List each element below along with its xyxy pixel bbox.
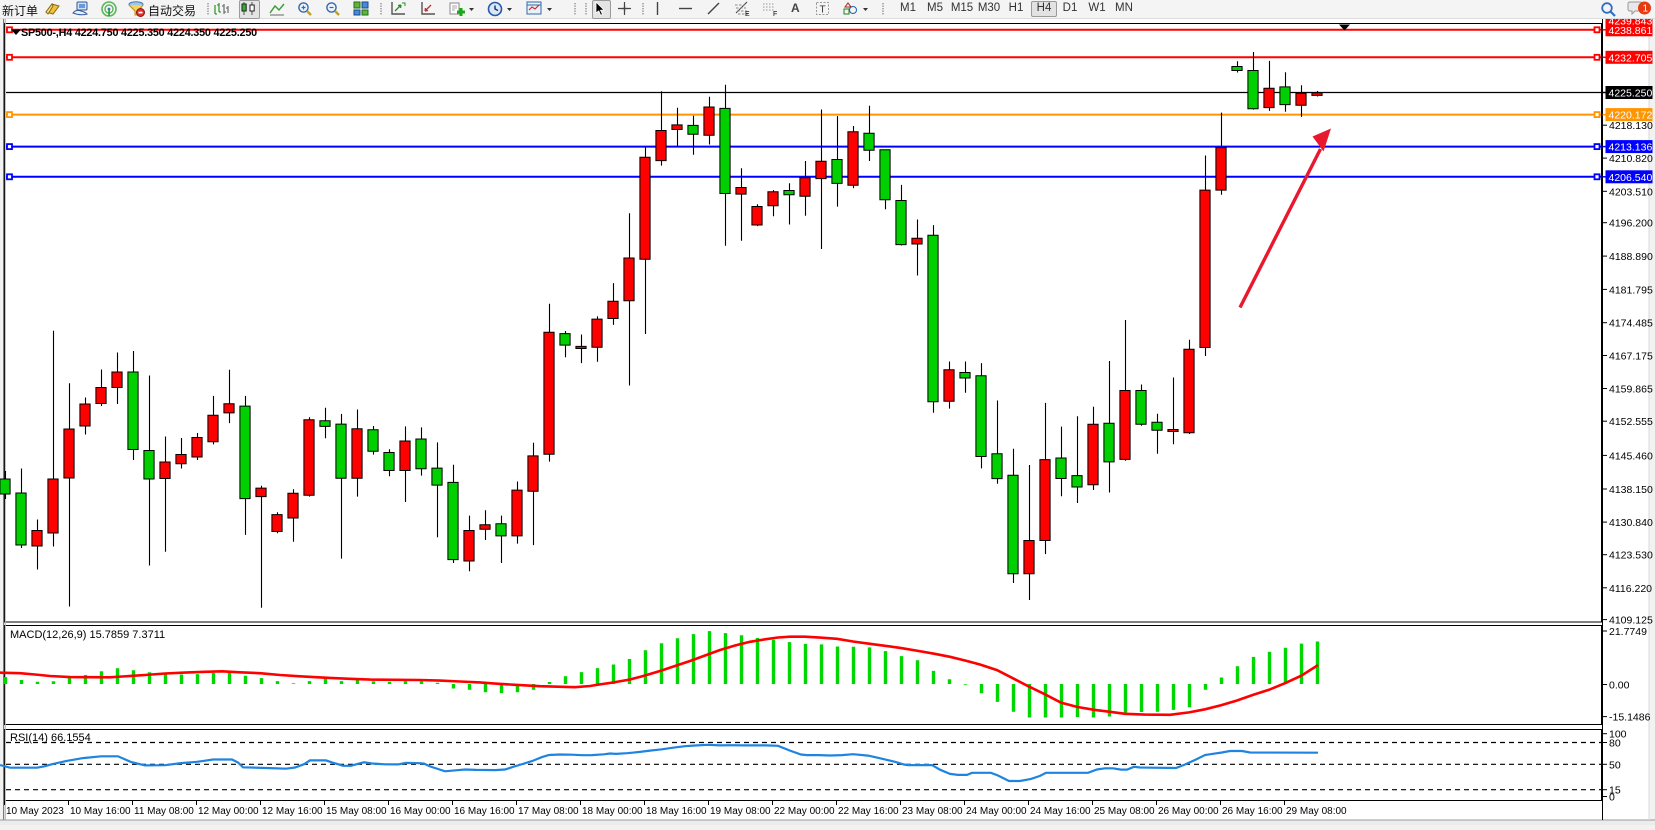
svg-text:4220.172: 4220.172 [1609, 110, 1653, 122]
svg-text:18 May 16:00: 18 May 16:00 [646, 806, 707, 817]
svg-text:12 May 00:00: 12 May 00:00 [198, 806, 259, 817]
svg-text:E: E [745, 11, 750, 17]
svg-text:4159.865: 4159.865 [1609, 384, 1653, 396]
svg-text:-15.1486: -15.1486 [1609, 712, 1651, 724]
svg-text:50: 50 [1609, 759, 1621, 771]
svg-text:22 May 16:00: 22 May 16:00 [838, 806, 899, 817]
svg-text:0.00: 0.00 [1609, 680, 1630, 692]
svg-text:24 May 16:00: 24 May 16:00 [1030, 806, 1091, 817]
svg-text:4232.705: 4232.705 [1609, 52, 1653, 64]
svg-text:80: 80 [1609, 738, 1621, 750]
svg-text:RSI(14) 66.1554: RSI(14) 66.1554 [10, 732, 91, 744]
svg-text:4213.136: 4213.136 [1609, 142, 1653, 154]
svg-text:SP500-,H4 4224.750 4225.350 4: SP500-,H4 4224.750 4225.350 4224.350 422… [21, 27, 257, 39]
svg-text:4210.820: 4210.820 [1609, 153, 1653, 165]
svg-text:18 May 00:00: 18 May 00:00 [582, 806, 643, 817]
svg-text:T: T [820, 5, 826, 16]
svg-text:4188.890: 4188.890 [1609, 251, 1653, 263]
svg-text:12 May 16:00: 12 May 16:00 [262, 806, 323, 817]
svg-text:4225.250: 4225.250 [1609, 88, 1653, 100]
svg-text:4196.200: 4196.200 [1609, 218, 1653, 230]
svg-text:4206.540: 4206.540 [1609, 172, 1653, 184]
svg-text:100: 100 [1609, 729, 1627, 741]
svg-text:10 May 16:00: 10 May 16:00 [70, 806, 131, 817]
svg-text:22 May 00:00: 22 May 00:00 [774, 806, 835, 817]
svg-text:21.7749: 21.7749 [1609, 626, 1647, 638]
svg-text:17 May 08:00: 17 May 08:00 [518, 806, 579, 817]
svg-text:4152.555: 4152.555 [1609, 416, 1653, 428]
svg-text:19 May 08:00: 19 May 08:00 [710, 806, 771, 817]
svg-text:10 May 2023: 10 May 2023 [6, 806, 64, 817]
svg-text:4167.175: 4167.175 [1609, 351, 1653, 363]
svg-text:4181.795: 4181.795 [1609, 284, 1653, 296]
svg-text:F: F [773, 11, 777, 17]
svg-text:26 May 00:00: 26 May 00:00 [1158, 806, 1219, 817]
svg-text:15 May 08:00: 15 May 08:00 [326, 806, 387, 817]
svg-text:MACD(12,26,9) 15.7859 7.3711: MACD(12,26,9) 15.7859 7.3711 [10, 629, 165, 641]
svg-text:23 May 08:00: 23 May 08:00 [902, 806, 963, 817]
svg-text:1: 1 [1643, 4, 1649, 15]
svg-text:16 May 16:00: 16 May 16:00 [454, 806, 515, 817]
svg-text:4145.460: 4145.460 [1609, 450, 1653, 462]
svg-text:4174.485: 4174.485 [1609, 318, 1653, 330]
svg-text:4130.840: 4130.840 [1609, 517, 1653, 529]
svg-text:4109.125: 4109.125 [1609, 615, 1653, 627]
svg-text:4123.530: 4123.530 [1609, 550, 1653, 562]
svg-text:4116.220: 4116.220 [1609, 583, 1652, 595]
svg-text:16 May 00:00: 16 May 00:00 [390, 806, 451, 817]
svg-text:4218.130: 4218.130 [1609, 120, 1653, 132]
svg-text:4138.150: 4138.150 [1609, 484, 1653, 496]
svg-text:24 May 00:00: 24 May 00:00 [966, 806, 1027, 817]
svg-text:0: 0 [1609, 792, 1615, 804]
svg-text:29 May 08:00: 29 May 08:00 [1286, 806, 1347, 817]
svg-text:25 May 08:00: 25 May 08:00 [1094, 806, 1155, 817]
svg-text:4238.861: 4238.861 [1609, 25, 1653, 37]
svg-text:11 May 08:00: 11 May 08:00 [134, 806, 194, 817]
svg-text:4203.510: 4203.510 [1609, 186, 1653, 198]
svg-text:26 May 16:00: 26 May 16:00 [1222, 806, 1283, 817]
svg-text:4239.843: 4239.843 [1609, 16, 1653, 28]
svg-text:15: 15 [1609, 785, 1621, 797]
